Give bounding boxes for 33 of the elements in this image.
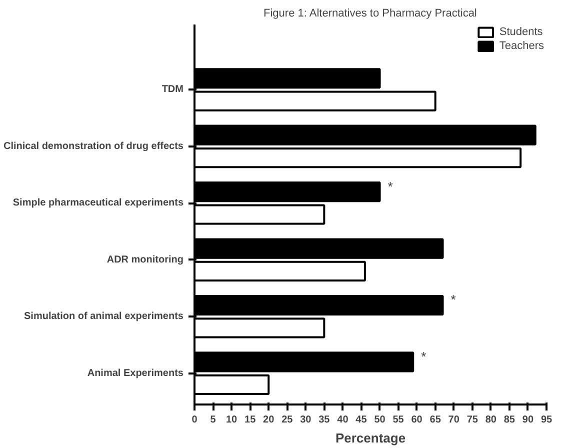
annotation: * bbox=[450, 292, 456, 308]
annotation: * bbox=[421, 348, 426, 364]
x-tick-label: 60 bbox=[411, 414, 423, 426]
x-tick-label: 50 bbox=[374, 414, 386, 426]
x-tick-label: 15 bbox=[244, 414, 256, 426]
x-tick-label: 5 bbox=[210, 414, 216, 426]
annotation: * bbox=[388, 178, 393, 194]
legend-label: Teachers bbox=[499, 40, 544, 52]
x-tick-label: 55 bbox=[392, 414, 404, 426]
x-tick-label: 75 bbox=[466, 414, 478, 426]
x-tick-label: 40 bbox=[337, 414, 349, 426]
x-tick-label: 80 bbox=[485, 414, 497, 426]
y-tick-label: ADR monitoring bbox=[106, 254, 184, 266]
x-tick-label: 95 bbox=[540, 414, 552, 426]
x-tick-label: 70 bbox=[448, 414, 460, 426]
x-tick-label: 0 bbox=[192, 414, 198, 426]
x-tick-label: 10 bbox=[226, 414, 238, 426]
x-axis-title: Percentage bbox=[335, 430, 406, 446]
x-tick-label: 90 bbox=[522, 414, 534, 426]
x-tick-label: 25 bbox=[282, 414, 294, 426]
y-tick-label: Clinical demonstration of drug effects bbox=[3, 140, 184, 152]
x-tick-label: 85 bbox=[504, 414, 516, 426]
x-tick-label: 20 bbox=[263, 414, 275, 426]
x-tick-label: 35 bbox=[318, 414, 330, 426]
y-tick-label: Animal Experiments bbox=[87, 368, 184, 379]
x-tick-label: 30 bbox=[300, 414, 312, 426]
y-tick-label: TDM bbox=[162, 84, 184, 96]
y-tick-label: Simulation of animal experiments bbox=[24, 311, 184, 322]
y-tick-label: Simple pharmaceutical experiments bbox=[12, 198, 184, 209]
legend-label: Students bbox=[499, 26, 543, 38]
x-tick-label: 45 bbox=[356, 414, 368, 426]
chart-title: Figure 1: Alternatives to Pharmacy Practical bbox=[264, 8, 477, 20]
x-tick-label: 65 bbox=[430, 414, 442, 426]
